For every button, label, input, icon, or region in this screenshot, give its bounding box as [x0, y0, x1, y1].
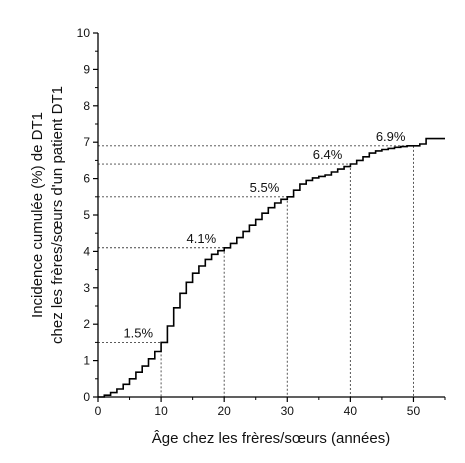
cumulative-incidence-curve	[98, 137, 445, 398]
x-axis-title: Âge chez les frères/sœurs (années)	[152, 430, 390, 447]
y-axis-title-line-1: Incidence cumulée (%) de DT1	[29, 112, 46, 318]
annotations: 1.5% 4.1% 5.5% 6.4% 6.9%	[123, 129, 405, 341]
y-tick-label: 6	[83, 172, 90, 186]
x-tick-label: 10	[154, 404, 168, 418]
annotation-label: 5.5%	[250, 180, 280, 195]
x-ticks: 0 10 20 30 40 50	[95, 397, 446, 418]
y-tick-label: 4	[83, 244, 90, 258]
y-axis-title-line-2: chez les frères/sœurs d'un patient DT1	[49, 86, 66, 344]
y-tick-label: 10	[77, 26, 91, 40]
y-tick-label: 9	[83, 62, 90, 76]
annotation-label: 6.4%	[313, 147, 343, 162]
x-tick-label: 40	[344, 404, 358, 418]
annotation-label: 4.1%	[187, 231, 217, 246]
y-tick-label: 5	[83, 208, 90, 222]
y-ticks: 0 1 2 3 4 5 6 7 8 9 10	[77, 26, 98, 404]
annotation-label: 1.5%	[123, 325, 153, 340]
y-tick-label: 1	[83, 354, 90, 368]
reference-lines	[98, 145, 414, 397]
x-tick-label: 0	[95, 404, 102, 418]
x-tick-label: 30	[281, 404, 295, 418]
x-tick-label: 50	[407, 404, 421, 418]
y-tick-label: 2	[83, 317, 90, 331]
y-tick-label: 0	[83, 390, 90, 404]
y-tick-label: 7	[83, 135, 90, 149]
annotation-label: 6.9%	[376, 129, 406, 144]
y-tick-label: 8	[83, 99, 90, 113]
x-tick-label: 20	[218, 404, 232, 418]
y-tick-label: 3	[83, 281, 90, 295]
